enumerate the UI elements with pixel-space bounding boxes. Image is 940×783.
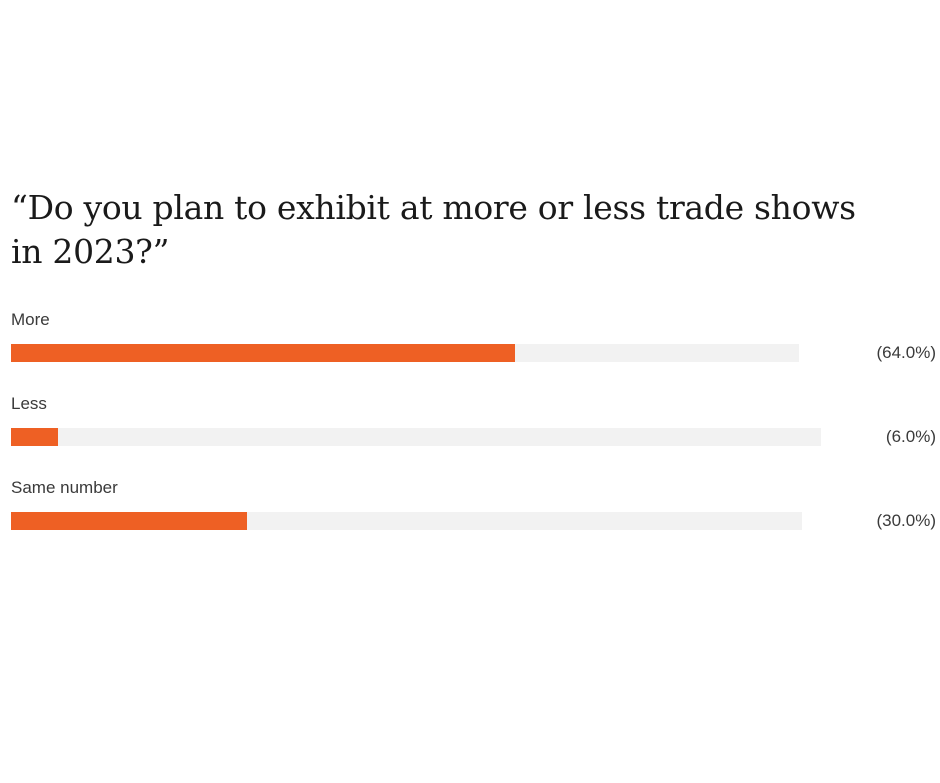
bar-track bbox=[11, 428, 821, 446]
percentage-label: (6.0%) bbox=[885, 427, 936, 446]
poll-option: More (64.0%) bbox=[11, 310, 936, 394]
percentage-label: (30.0%) bbox=[876, 511, 936, 530]
poll-question: “Do you plan to exhibit at more or less … bbox=[11, 188, 856, 271]
poll-chart: “Do you plan to exhibit at more or less … bbox=[11, 186, 936, 562]
poll-option: Less (6.0%) bbox=[11, 394, 936, 478]
percentage-label: (64.0%) bbox=[876, 343, 936, 362]
option-label: More bbox=[11, 310, 50, 329]
option-label: Less bbox=[11, 394, 47, 413]
poll-option: Same number (30.0%) bbox=[11, 478, 936, 562]
poll-options: More (64.0%) Less (6.0%) Same number (30.0%) bbox=[11, 310, 936, 562]
bar-fill bbox=[11, 512, 247, 530]
bar-fill bbox=[11, 428, 58, 446]
bar-track bbox=[11, 344, 799, 362]
bar-track bbox=[11, 512, 802, 530]
option-label: Same number bbox=[11, 478, 118, 497]
bar-fill bbox=[11, 344, 515, 362]
